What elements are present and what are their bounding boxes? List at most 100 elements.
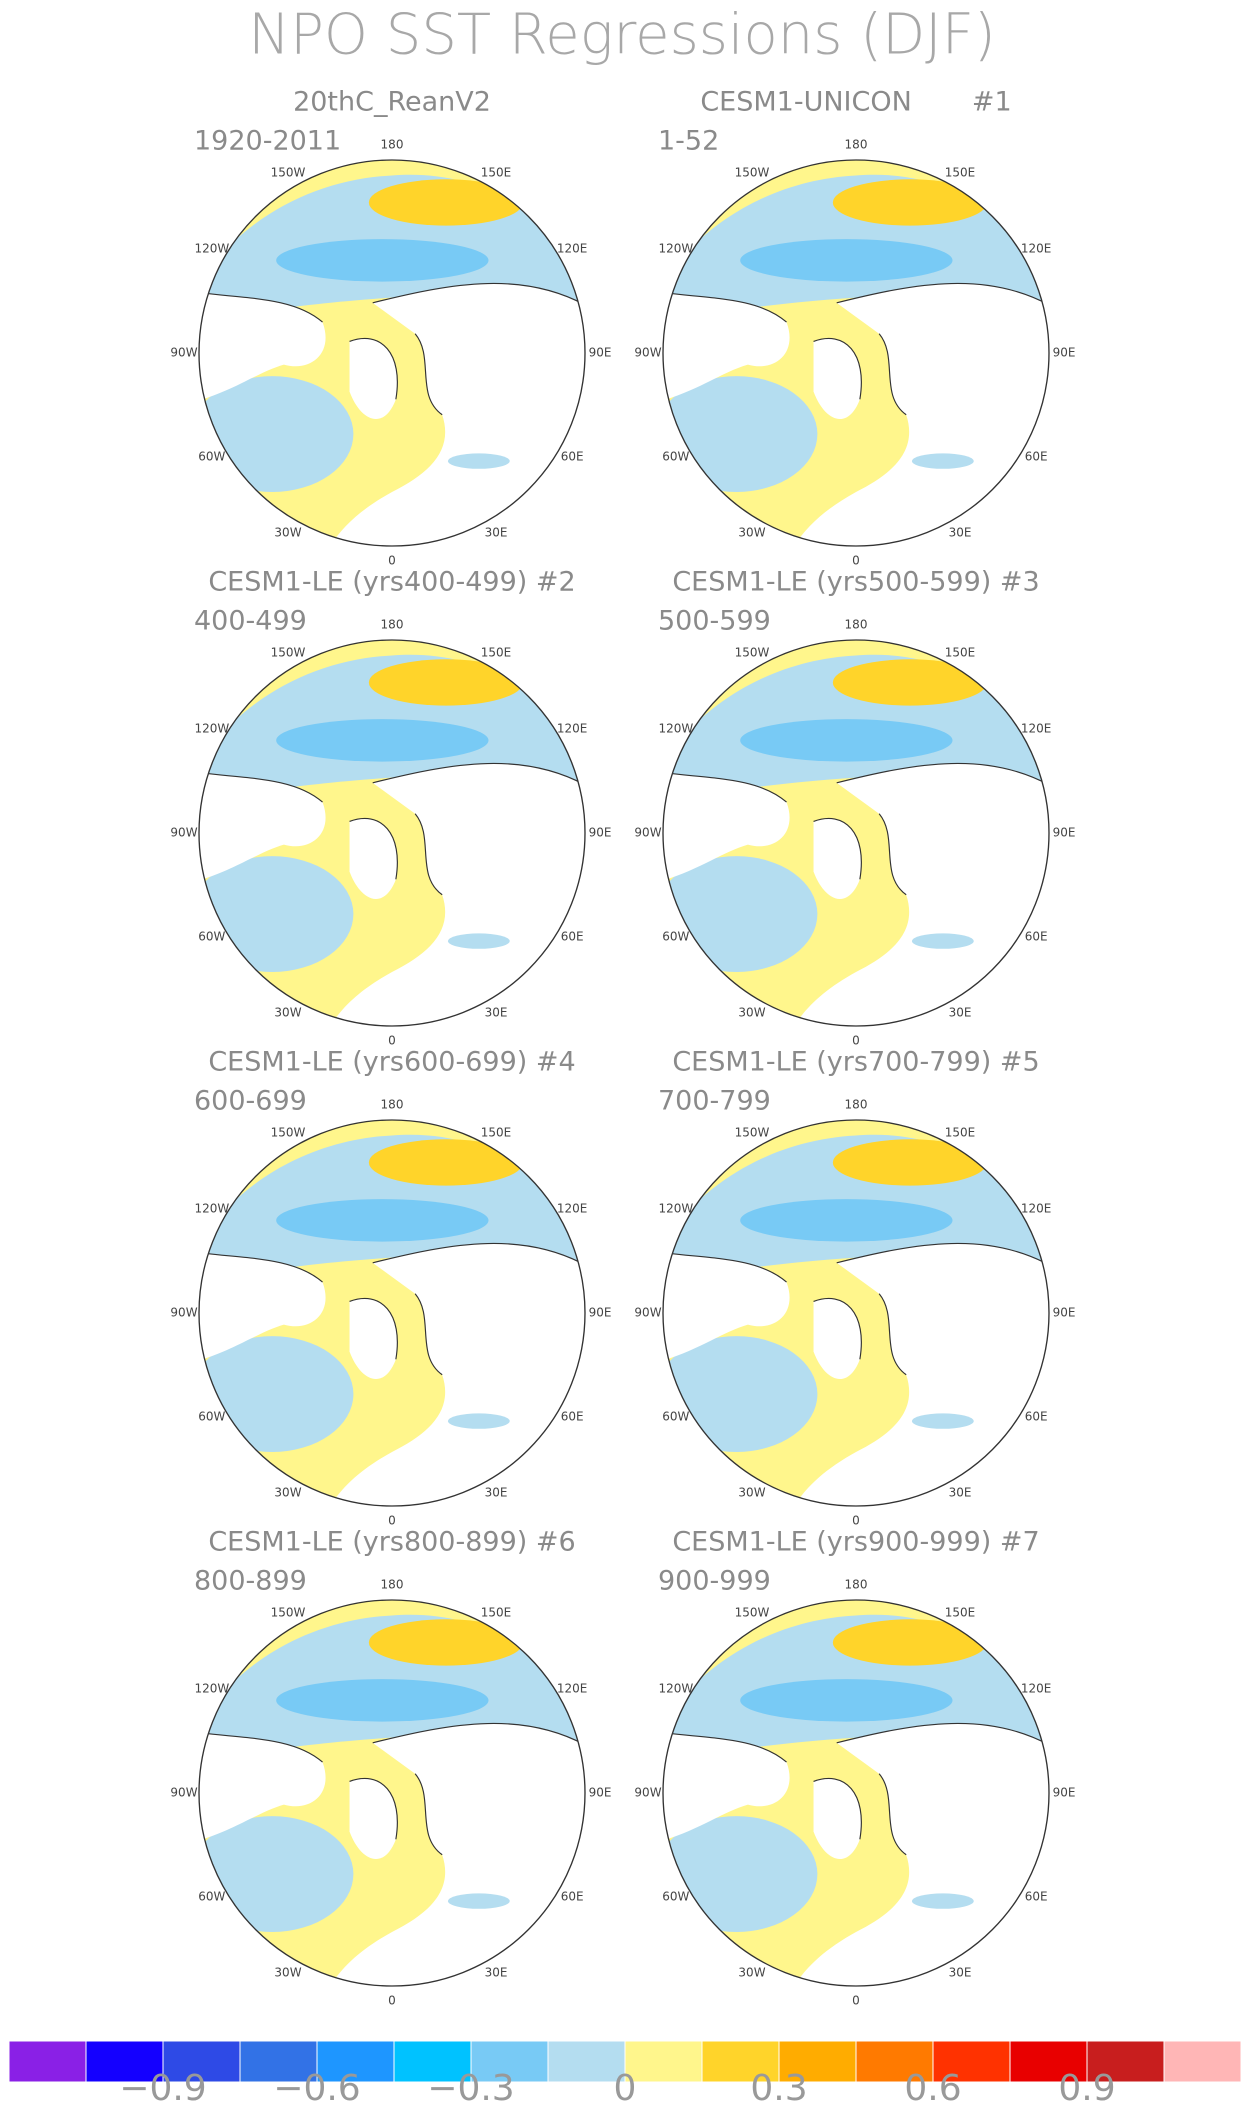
polar-map — [653, 640, 1058, 1036]
longitude-label: 120W — [194, 242, 229, 256]
longitude-label: 150E — [945, 165, 976, 179]
colorbar-label: −0.9 — [119, 2068, 206, 2109]
longitude-label: 180 — [845, 618, 868, 632]
longitude-label: 150E — [945, 1605, 976, 1619]
longitude-label: 150W — [271, 165, 306, 179]
longitude-label: 120W — [658, 1682, 693, 1696]
longitude-label: 30W — [738, 1966, 765, 1980]
panel-subtitle: 1-52 — [658, 126, 719, 157]
longitude-label: 150E — [481, 1125, 512, 1139]
longitude-label: 90E — [589, 346, 612, 360]
panel-subtitle: 400-499 — [194, 606, 307, 637]
longitude-label: 150E — [481, 645, 512, 659]
colorbar-box — [701, 2040, 780, 2083]
longitude-label: 120W — [194, 1682, 229, 1696]
polar-map — [189, 640, 594, 1036]
longitude-label: 90E — [1053, 1306, 1076, 1320]
longitude-label: 180 — [845, 1098, 868, 1112]
longitude-label: 180 — [381, 138, 404, 152]
longitude-label: 150W — [735, 645, 770, 659]
longitude-label: 180 — [381, 618, 404, 632]
longitude-label: 150W — [271, 645, 306, 659]
longitude-label: 150W — [735, 165, 770, 179]
polar-map — [189, 1120, 594, 1516]
longitude-label: 60W — [198, 1410, 225, 1424]
longitude-label: 120W — [194, 1202, 229, 1216]
longitude-label: 150E — [481, 1605, 512, 1619]
longitude-label: 60E — [1025, 930, 1048, 944]
longitude-label: 30E — [949, 526, 972, 540]
colorbar-label: 0.6 — [904, 2068, 961, 2109]
colorbar-label: 0.9 — [1058, 2068, 1115, 2109]
longitude-label: 90W — [170, 826, 197, 840]
longitude-label: 60E — [561, 930, 584, 944]
colorbar-box — [393, 2040, 472, 2083]
longitude-label: 120E — [1021, 722, 1052, 736]
longitude-label: 30W — [738, 1486, 765, 1500]
polar-map — [189, 1600, 594, 1996]
colorbar-label: −0.6 — [273, 2068, 360, 2109]
longitude-label: 60E — [1025, 1890, 1048, 1904]
longitude-label: 120E — [1021, 242, 1052, 256]
colorbar-box — [1163, 2040, 1242, 2083]
longitude-label: 90E — [589, 826, 612, 840]
colorbar-box — [8, 2040, 87, 2083]
longitude-label: 30W — [738, 1006, 765, 1020]
panel-title: CESM1-LE (yrs500-599) #3 — [672, 567, 1039, 598]
panel-title: CESM1-LE (yrs400-499) #2 — [208, 567, 575, 598]
colorbar-label: −0.3 — [427, 2068, 514, 2109]
longitude-label: 30W — [274, 1966, 301, 1980]
longitude-label: 30E — [949, 1966, 972, 1980]
longitude-label: 150W — [735, 1125, 770, 1139]
longitude-label: 90E — [1053, 346, 1076, 360]
map-panel: 20thC_ReanV2 1920-2011 180 150E 120E 90E 60E 30… — [170, 87, 611, 568]
longitude-label: 120W — [658, 242, 693, 256]
longitude-label: 60W — [198, 450, 225, 464]
longitude-label: 120E — [1021, 1202, 1052, 1216]
longitude-label: 60W — [662, 930, 689, 944]
colorbar-label: 0 — [614, 2068, 637, 2109]
colorbar-label: 0.3 — [750, 2068, 807, 2109]
map-panel: CESM1-LE (yrs700-799) #5 700-799 180 150E 12… — [634, 1047, 1075, 1528]
panel-title: CESM1-UNICON #1 — [700, 87, 1011, 118]
longitude-label: 120E — [557, 1682, 588, 1696]
colorbar-box — [1086, 2040, 1165, 2083]
figure-title: NPO SST Regressions (DJF) — [248, 2, 996, 67]
longitude-label: 30E — [485, 1006, 508, 1020]
panel-subtitle: 500-599 — [658, 606, 771, 637]
longitude-label: 120E — [557, 1202, 588, 1216]
map-panel: CESM1-LE (yrs600-699) #4 600-699 180 150E 12… — [170, 1047, 611, 1528]
longitude-label: 120E — [557, 242, 588, 256]
longitude-label: 0 — [852, 1994, 860, 2008]
longitude-label: 30E — [949, 1486, 972, 1500]
longitude-label: 90W — [170, 1786, 197, 1800]
longitude-label: 30E — [485, 1486, 508, 1500]
longitude-label: 60W — [662, 1410, 689, 1424]
longitude-label: 60W — [198, 930, 225, 944]
longitude-label: 180 — [381, 1578, 404, 1592]
longitude-label: 0 — [388, 1514, 396, 1528]
colorbar-box — [162, 2040, 241, 2083]
longitude-label: 180 — [381, 1098, 404, 1112]
longitude-label: 30E — [485, 1966, 508, 1980]
longitude-label: 60W — [198, 1890, 225, 1904]
longitude-label: 30W — [274, 1486, 301, 1500]
longitude-label: 60E — [1025, 450, 1048, 464]
panel-subtitle: 1920-2011 — [194, 126, 341, 157]
longitude-label: 30E — [485, 526, 508, 540]
longitude-label: 90E — [1053, 826, 1076, 840]
longitude-label: 30E — [949, 1006, 972, 1020]
longitude-label: 60W — [662, 450, 689, 464]
longitude-label: 90W — [170, 1306, 197, 1320]
longitude-label: 120W — [194, 722, 229, 736]
longitude-label: 150E — [945, 645, 976, 659]
longitude-label: 0 — [388, 1994, 396, 2008]
panel-title: CESM1-LE (yrs800-899) #6 — [208, 1527, 575, 1558]
longitude-label: 150W — [271, 1125, 306, 1139]
longitude-label: 0 — [852, 554, 860, 568]
longitude-label: 150E — [481, 165, 512, 179]
map-panel: CESM1-LE (yrs800-899) #6 800-899 180 150E 12… — [170, 1527, 611, 2008]
colorbar-box — [778, 2040, 857, 2083]
longitude-label: 90W — [634, 346, 661, 360]
longitude-label: 120E — [557, 722, 588, 736]
